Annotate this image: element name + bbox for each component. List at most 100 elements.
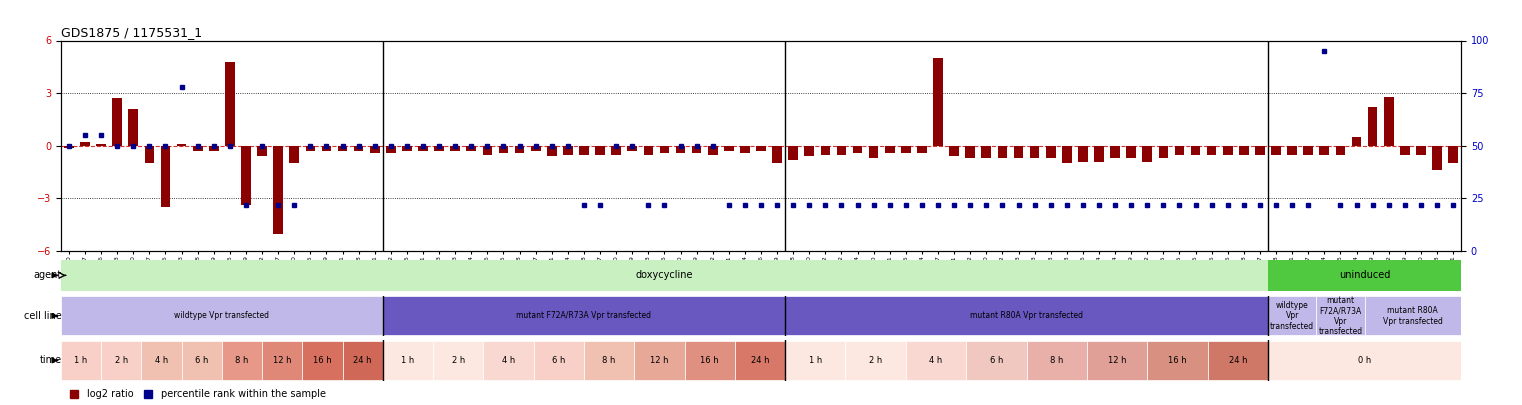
- FancyBboxPatch shape: [181, 341, 222, 380]
- Text: 24 h: 24 h: [353, 356, 371, 365]
- Bar: [546, 146, 557, 156]
- Text: uninduced: uninduced: [1339, 271, 1390, 280]
- Text: 2 h: 2 h: [869, 356, 883, 365]
- Bar: [402, 146, 412, 151]
- Bar: [451, 146, 460, 151]
- Bar: [1014, 146, 1023, 158]
- Bar: [1368, 107, 1377, 146]
- Bar: [177, 144, 186, 146]
- Bar: [81, 142, 90, 146]
- Text: doxycycline: doxycycline: [636, 271, 693, 280]
- FancyBboxPatch shape: [1317, 296, 1365, 335]
- Text: mutant F72A/R73A Vpr transfected: mutant F72A/R73A Vpr transfected: [516, 311, 651, 320]
- FancyBboxPatch shape: [1087, 341, 1148, 380]
- Bar: [740, 146, 750, 153]
- Text: time: time: [40, 356, 62, 365]
- Bar: [434, 146, 444, 151]
- Bar: [145, 146, 154, 163]
- Bar: [693, 146, 702, 153]
- Bar: [1320, 146, 1329, 155]
- FancyBboxPatch shape: [534, 341, 584, 380]
- FancyBboxPatch shape: [584, 341, 635, 380]
- FancyBboxPatch shape: [61, 341, 100, 380]
- Text: 0 h: 0 h: [1358, 356, 1371, 365]
- Bar: [499, 146, 508, 153]
- Bar: [240, 146, 251, 205]
- Bar: [531, 146, 540, 151]
- Text: 8 h: 8 h: [1050, 356, 1064, 365]
- Bar: [338, 146, 347, 151]
- Bar: [1207, 146, 1216, 155]
- Text: wildtype Vpr transfected: wildtype Vpr transfected: [175, 311, 269, 320]
- Bar: [1383, 97, 1394, 146]
- Bar: [1046, 146, 1056, 158]
- Text: 12 h: 12 h: [650, 356, 668, 365]
- FancyBboxPatch shape: [785, 296, 1268, 335]
- Bar: [274, 146, 283, 234]
- Bar: [1190, 146, 1201, 155]
- FancyBboxPatch shape: [303, 341, 342, 380]
- Text: 24 h: 24 h: [750, 356, 769, 365]
- FancyBboxPatch shape: [635, 341, 685, 380]
- Bar: [225, 62, 234, 146]
- Text: 1 h: 1 h: [75, 356, 88, 365]
- Text: mutant R80A Vpr transfected: mutant R80A Vpr transfected: [970, 311, 1084, 320]
- Bar: [708, 146, 717, 155]
- Bar: [1222, 146, 1233, 155]
- Bar: [982, 146, 991, 158]
- Bar: [1158, 146, 1169, 158]
- Bar: [580, 146, 589, 155]
- Bar: [193, 146, 202, 151]
- Bar: [1449, 146, 1458, 163]
- FancyBboxPatch shape: [262, 341, 303, 380]
- Bar: [306, 146, 315, 151]
- FancyBboxPatch shape: [382, 341, 434, 380]
- FancyBboxPatch shape: [142, 341, 181, 380]
- FancyBboxPatch shape: [846, 341, 906, 380]
- Bar: [321, 146, 332, 151]
- FancyBboxPatch shape: [342, 341, 382, 380]
- FancyBboxPatch shape: [1026, 341, 1087, 380]
- Bar: [64, 146, 73, 147]
- FancyBboxPatch shape: [1268, 296, 1317, 335]
- Bar: [1352, 137, 1361, 146]
- Bar: [563, 146, 572, 155]
- Bar: [805, 146, 814, 156]
- Bar: [1062, 146, 1071, 163]
- Bar: [1336, 146, 1345, 155]
- FancyBboxPatch shape: [1207, 341, 1268, 380]
- Bar: [161, 146, 170, 207]
- Bar: [1415, 146, 1426, 155]
- Text: wildtype
Vpr
transfected: wildtype Vpr transfected: [1269, 301, 1313, 331]
- Bar: [387, 146, 396, 153]
- Bar: [659, 146, 670, 153]
- Bar: [1271, 146, 1282, 155]
- Bar: [627, 146, 638, 151]
- Bar: [788, 146, 798, 160]
- Text: 12 h: 12 h: [272, 356, 291, 365]
- Bar: [128, 109, 139, 146]
- Bar: [965, 146, 976, 158]
- Text: 4 h: 4 h: [930, 356, 942, 365]
- Text: 6 h: 6 h: [552, 356, 566, 365]
- Text: 12 h: 12 h: [1108, 356, 1126, 365]
- Text: 16 h: 16 h: [700, 356, 718, 365]
- Text: 4 h: 4 h: [155, 356, 167, 365]
- Text: agent: agent: [33, 271, 62, 280]
- Bar: [901, 146, 910, 153]
- FancyBboxPatch shape: [785, 341, 846, 380]
- Bar: [1030, 146, 1040, 158]
- Bar: [724, 146, 734, 151]
- Bar: [1432, 146, 1441, 171]
- Bar: [1110, 146, 1120, 158]
- Bar: [595, 146, 604, 155]
- FancyBboxPatch shape: [1365, 296, 1461, 335]
- FancyBboxPatch shape: [434, 341, 484, 380]
- Bar: [950, 146, 959, 156]
- Bar: [1175, 146, 1184, 155]
- Text: 2 h: 2 h: [452, 356, 464, 365]
- Text: GDS1875 / 1175531_1: GDS1875 / 1175531_1: [61, 26, 202, 39]
- Bar: [837, 146, 846, 155]
- Bar: [1143, 146, 1152, 162]
- FancyBboxPatch shape: [100, 341, 142, 380]
